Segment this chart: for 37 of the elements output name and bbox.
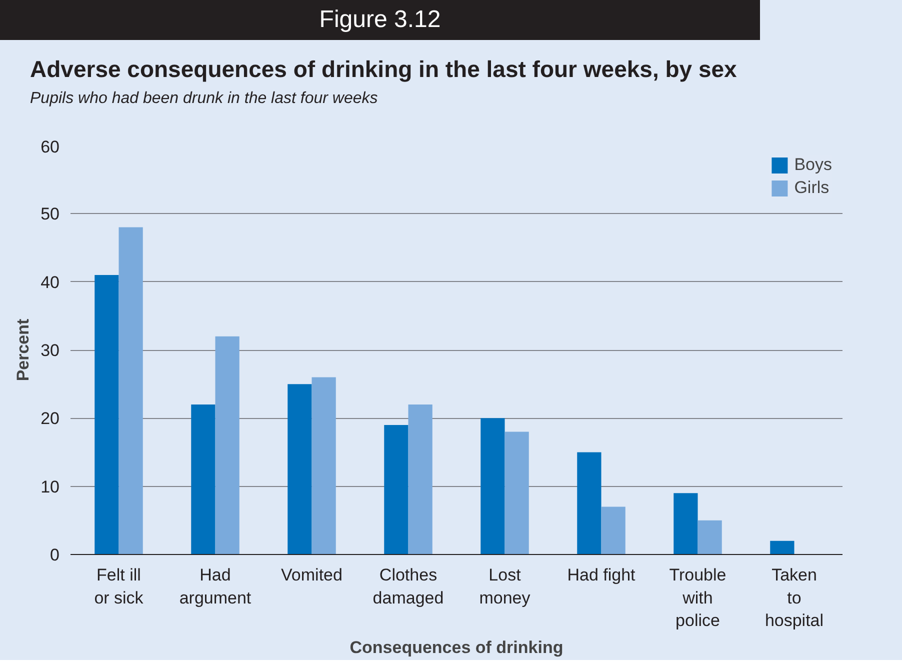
x-tick-label: Taken to hospital [764,566,824,630]
bar [118,227,143,554]
bar [94,275,119,554]
x-axis-title: Consequences of drinking [350,638,564,658]
bar [698,520,722,554]
bar [480,418,505,554]
bar [674,493,698,554]
y-tick-label: 30 [40,341,60,360]
legend-label: Girls [794,178,830,198]
x-tick-label: Had argument [179,566,252,608]
y-tick-label: 10 [40,477,60,496]
bar [577,452,602,554]
bar [288,384,312,554]
bar [312,377,336,554]
bar [601,506,626,554]
y-tick-label: 60 [40,138,60,156]
x-tick-label: Felt ill or sick [94,566,144,608]
chart-title: Figure 3.12 [0,0,760,40]
bar [384,424,408,554]
x-tick-label: Trouble with police [669,566,726,630]
y-tick-label: 50 [40,204,60,224]
bar [770,540,794,554]
y-tick-label: 40 [40,272,60,292]
y-axis-title: Percent [14,318,33,382]
bar [215,336,240,554]
x-tick-label: Lost money [479,566,531,608]
bar [191,404,216,554]
x-tick-label: Vomited [281,566,342,584]
y-tick-label: 0 [50,546,60,564]
bar [408,404,432,554]
text: Pupils who had been drunk in the last four weeks [29,89,379,108]
x-tick-label: Clothes damaged [372,566,444,608]
legend-label: Boys [794,155,832,175]
bar [504,432,529,554]
x-tick-label: Had fight [567,566,636,584]
y-tick-label: 20 [40,409,60,428]
chart-subtitle: Adverse consequences of drinking in the last four weeks, by sex [29,55,738,84]
